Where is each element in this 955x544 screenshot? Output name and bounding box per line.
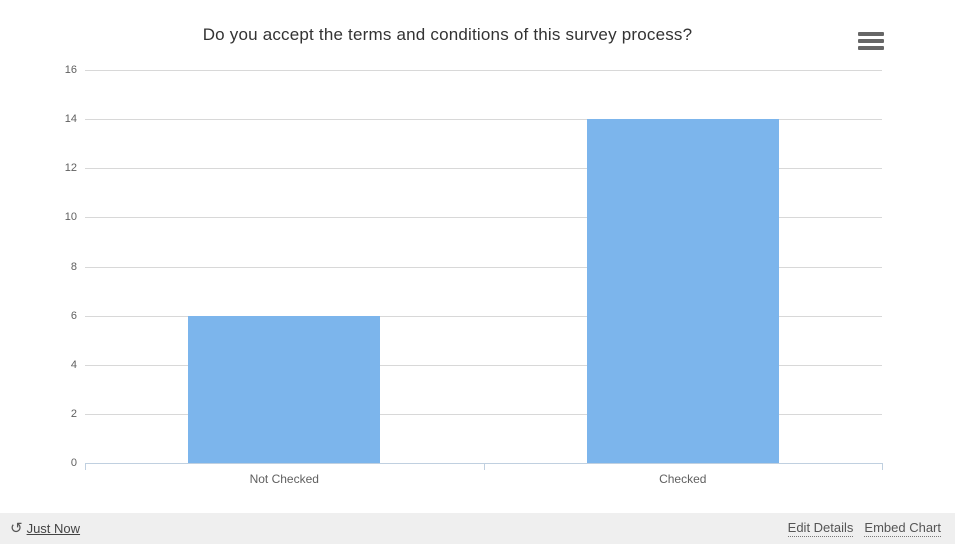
- y-gridline: [85, 266, 882, 268]
- chart-widget: Do you accept the terms and conditions o…: [64, 25, 884, 486]
- y-gridline: [85, 217, 882, 219]
- last-updated-label: Just Now: [26, 521, 81, 536]
- y-axis-tick-label: 14: [64, 113, 77, 126]
- hamburger-icon: [858, 46, 884, 50]
- chart-title: Do you accept the terms and conditions o…: [202, 25, 693, 44]
- hamburger-icon: [858, 39, 884, 43]
- y-axis-tick-label: 2: [70, 407, 77, 420]
- bar-checked[interactable]: [586, 119, 779, 463]
- y-axis-tick-label: 10: [64, 211, 77, 224]
- chart-context-menu-button[interactable]: [858, 32, 884, 50]
- y-axis-tick-label: 0: [70, 457, 77, 469]
- x-axis-tick: [882, 463, 883, 470]
- y-gridline: [85, 119, 882, 121]
- edit-details-link[interactable]: Edit Details: [787, 520, 854, 537]
- y-gridline: [85, 364, 882, 366]
- footer-actions: Edit Details Embed Chart: [787, 520, 941, 537]
- y-axis-tick-label: 16: [64, 64, 77, 76]
- y-axis-tick-label: 4: [70, 358, 77, 371]
- y-axis-tick-label: 12: [64, 162, 77, 175]
- bar-not-checked[interactable]: [188, 315, 381, 463]
- y-axis-tick-label: 8: [70, 260, 77, 273]
- x-axis-category-label: Checked: [659, 472, 707, 486]
- y-axis-tick-label: 6: [70, 309, 77, 322]
- plot-area: 0 2 4 6 8 10 12 14 16 Not Checked Checked: [64, 64, 883, 486]
- history-icon: ↺: [10, 518, 23, 537]
- y-gridline: [85, 168, 882, 170]
- embed-chart-link[interactable]: Embed Chart: [864, 520, 941, 537]
- y-gridline: [85, 315, 882, 317]
- hamburger-icon: [858, 32, 884, 36]
- x-axis-tick: [483, 463, 485, 470]
- refresh-timestamp-link[interactable]: ↺ Just Now: [10, 518, 81, 537]
- x-axis-tick: [85, 463, 86, 470]
- y-gridline: [85, 413, 882, 415]
- x-axis-category-label: Not Checked: [249, 472, 319, 486]
- chart-footer: ↺ Just Now Edit Details Embed Chart: [0, 513, 955, 544]
- y-gridline: [85, 70, 882, 71]
